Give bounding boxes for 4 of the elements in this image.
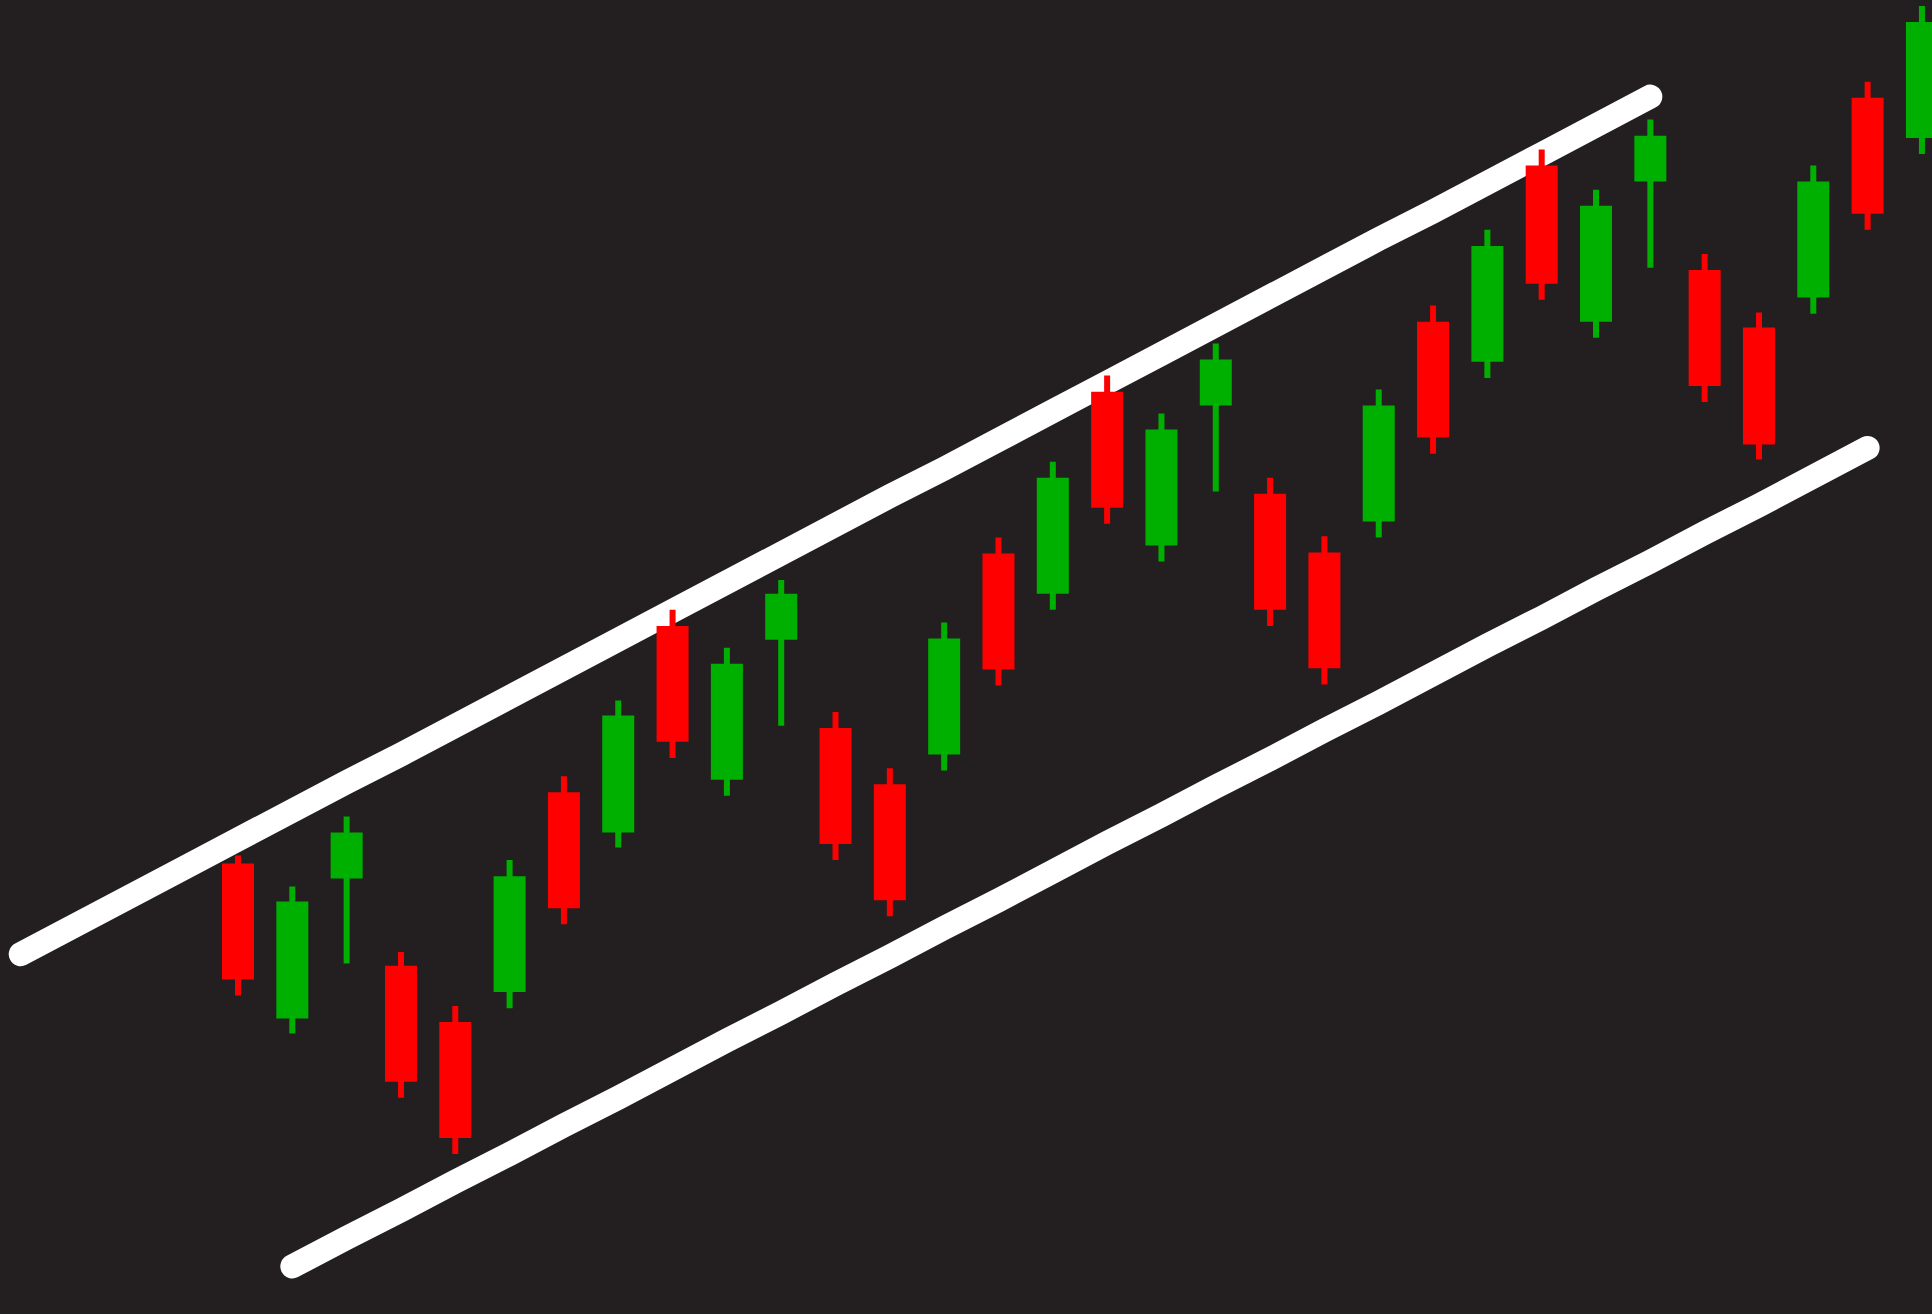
- candlestick: [330, 816, 363, 964]
- candlestick: [1199, 343, 1232, 492]
- candlestick: [1634, 119, 1667, 268]
- candlestick: [765, 579, 798, 726]
